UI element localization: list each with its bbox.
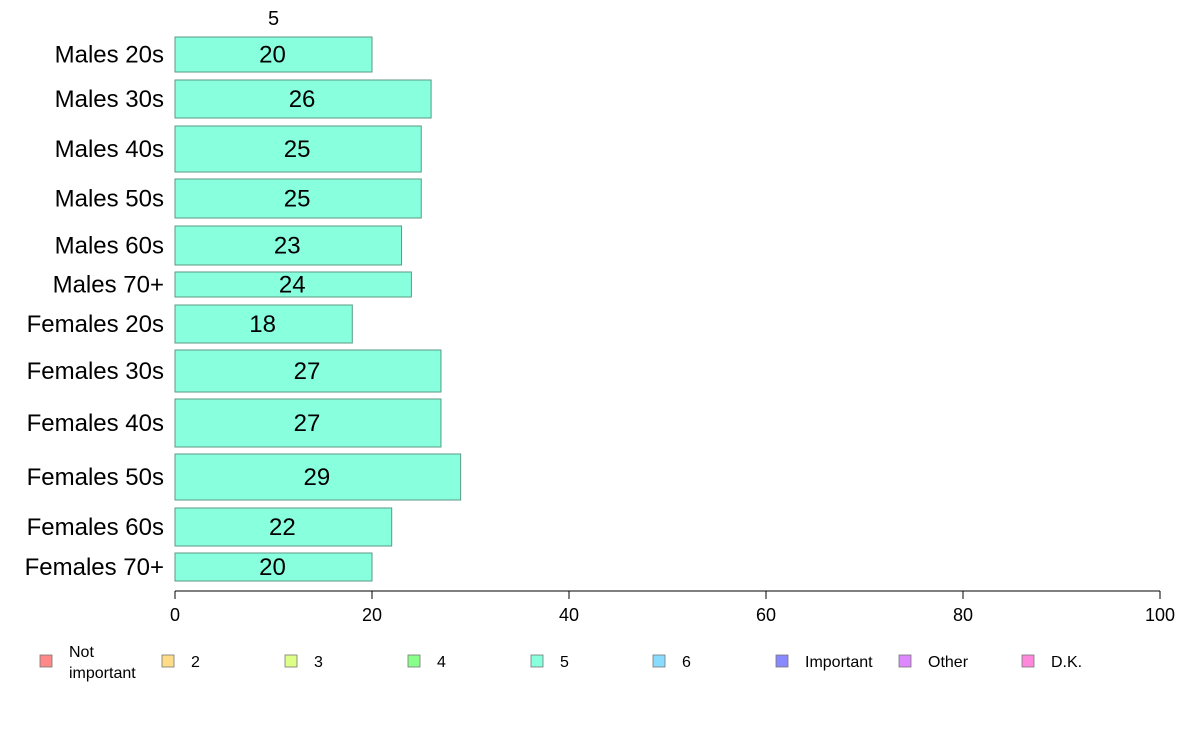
bar-0-0 bbox=[174, 36, 373, 73]
legend-label: 3 bbox=[314, 654, 323, 671]
legend-label: Other bbox=[928, 654, 969, 671]
x-tick-label: 20 bbox=[362, 605, 382, 625]
legend-label: Not important bbox=[69, 644, 136, 682]
category-label: Females 40s bbox=[27, 410, 164, 437]
legend-swatch bbox=[652, 654, 666, 668]
bar-value-label: 26 bbox=[289, 86, 316, 113]
category-label: Females 30s bbox=[27, 358, 164, 385]
legend-swatch bbox=[161, 654, 175, 668]
category-label: Males 50s bbox=[55, 186, 164, 213]
x-axis: 0 20 40 60 80 100 bbox=[170, 590, 1175, 625]
legend-label: 4 bbox=[437, 654, 446, 671]
bar-4-0 bbox=[174, 225, 403, 266]
bar-value-label: 25 bbox=[284, 186, 311, 213]
x-tick-label: 80 bbox=[953, 605, 973, 625]
legend-swatch bbox=[1021, 654, 1035, 668]
bar-9-0 bbox=[174, 453, 462, 501]
x-tick-label: 60 bbox=[756, 605, 776, 625]
bar-2-0 bbox=[174, 125, 422, 173]
legend-label: 2 bbox=[191, 654, 200, 671]
legend-label: D.K. bbox=[1051, 654, 1082, 671]
bar-value-label: 24 bbox=[279, 272, 306, 299]
category-labels: Males 20s Males 30s Males 40s Males 50s Male… bbox=[25, 42, 164, 582]
bar-6-0 bbox=[174, 304, 353, 344]
bar-7-0 bbox=[174, 349, 442, 393]
legend-swatch bbox=[530, 654, 544, 668]
bar-value-label: 22 bbox=[269, 514, 296, 541]
category-label: Females 50s bbox=[27, 464, 164, 491]
bar-value-label: 27 bbox=[294, 358, 321, 385]
legend-swatch bbox=[775, 654, 789, 668]
category-label: Males 70+ bbox=[53, 272, 164, 299]
category-label: Females 70+ bbox=[25, 554, 164, 581]
bar-1-0 bbox=[174, 79, 432, 119]
category-label: Females 20s bbox=[27, 311, 164, 338]
bar-value-label: 20 bbox=[259, 554, 286, 581]
bar-value-label: 29 bbox=[303, 464, 330, 491]
x-tick-label: 0 bbox=[170, 605, 180, 625]
category-label: Males 30s bbox=[55, 86, 164, 113]
category-label: Males 60s bbox=[55, 233, 164, 260]
legend-swatch bbox=[284, 654, 298, 668]
category-label: Males 40s bbox=[55, 136, 164, 163]
legend: Not important 2 3 4 5 6 Important Other D.K. bbox=[39, 644, 1082, 682]
bar-10-0 bbox=[174, 507, 393, 547]
legend-label: 5 bbox=[560, 654, 569, 671]
legend-swatch bbox=[898, 654, 912, 668]
legend-label: Important bbox=[805, 654, 873, 671]
bar-value-label: 27 bbox=[294, 410, 321, 437]
legend-swatch bbox=[407, 654, 421, 668]
bar-value-label: 18 bbox=[249, 311, 276, 338]
series-header-label: 5 bbox=[268, 8, 279, 30]
category-label: Males 20s bbox=[55, 42, 164, 69]
bar-5-0 bbox=[174, 271, 412, 298]
bar-11-0 bbox=[174, 552, 373, 582]
x-tick-label: 100 bbox=[1145, 605, 1175, 625]
legend-swatch bbox=[39, 654, 53, 668]
category-label: Females 60s bbox=[27, 514, 164, 541]
bar-8-0 bbox=[174, 398, 442, 448]
bar-value-label: 20 bbox=[259, 42, 286, 69]
x-tick-label: 40 bbox=[559, 605, 579, 625]
legend-label: 6 bbox=[682, 654, 691, 671]
bar-value-label: 23 bbox=[274, 233, 301, 260]
bar-3-0 bbox=[174, 178, 422, 219]
bar-value-label: 25 bbox=[284, 136, 311, 163]
